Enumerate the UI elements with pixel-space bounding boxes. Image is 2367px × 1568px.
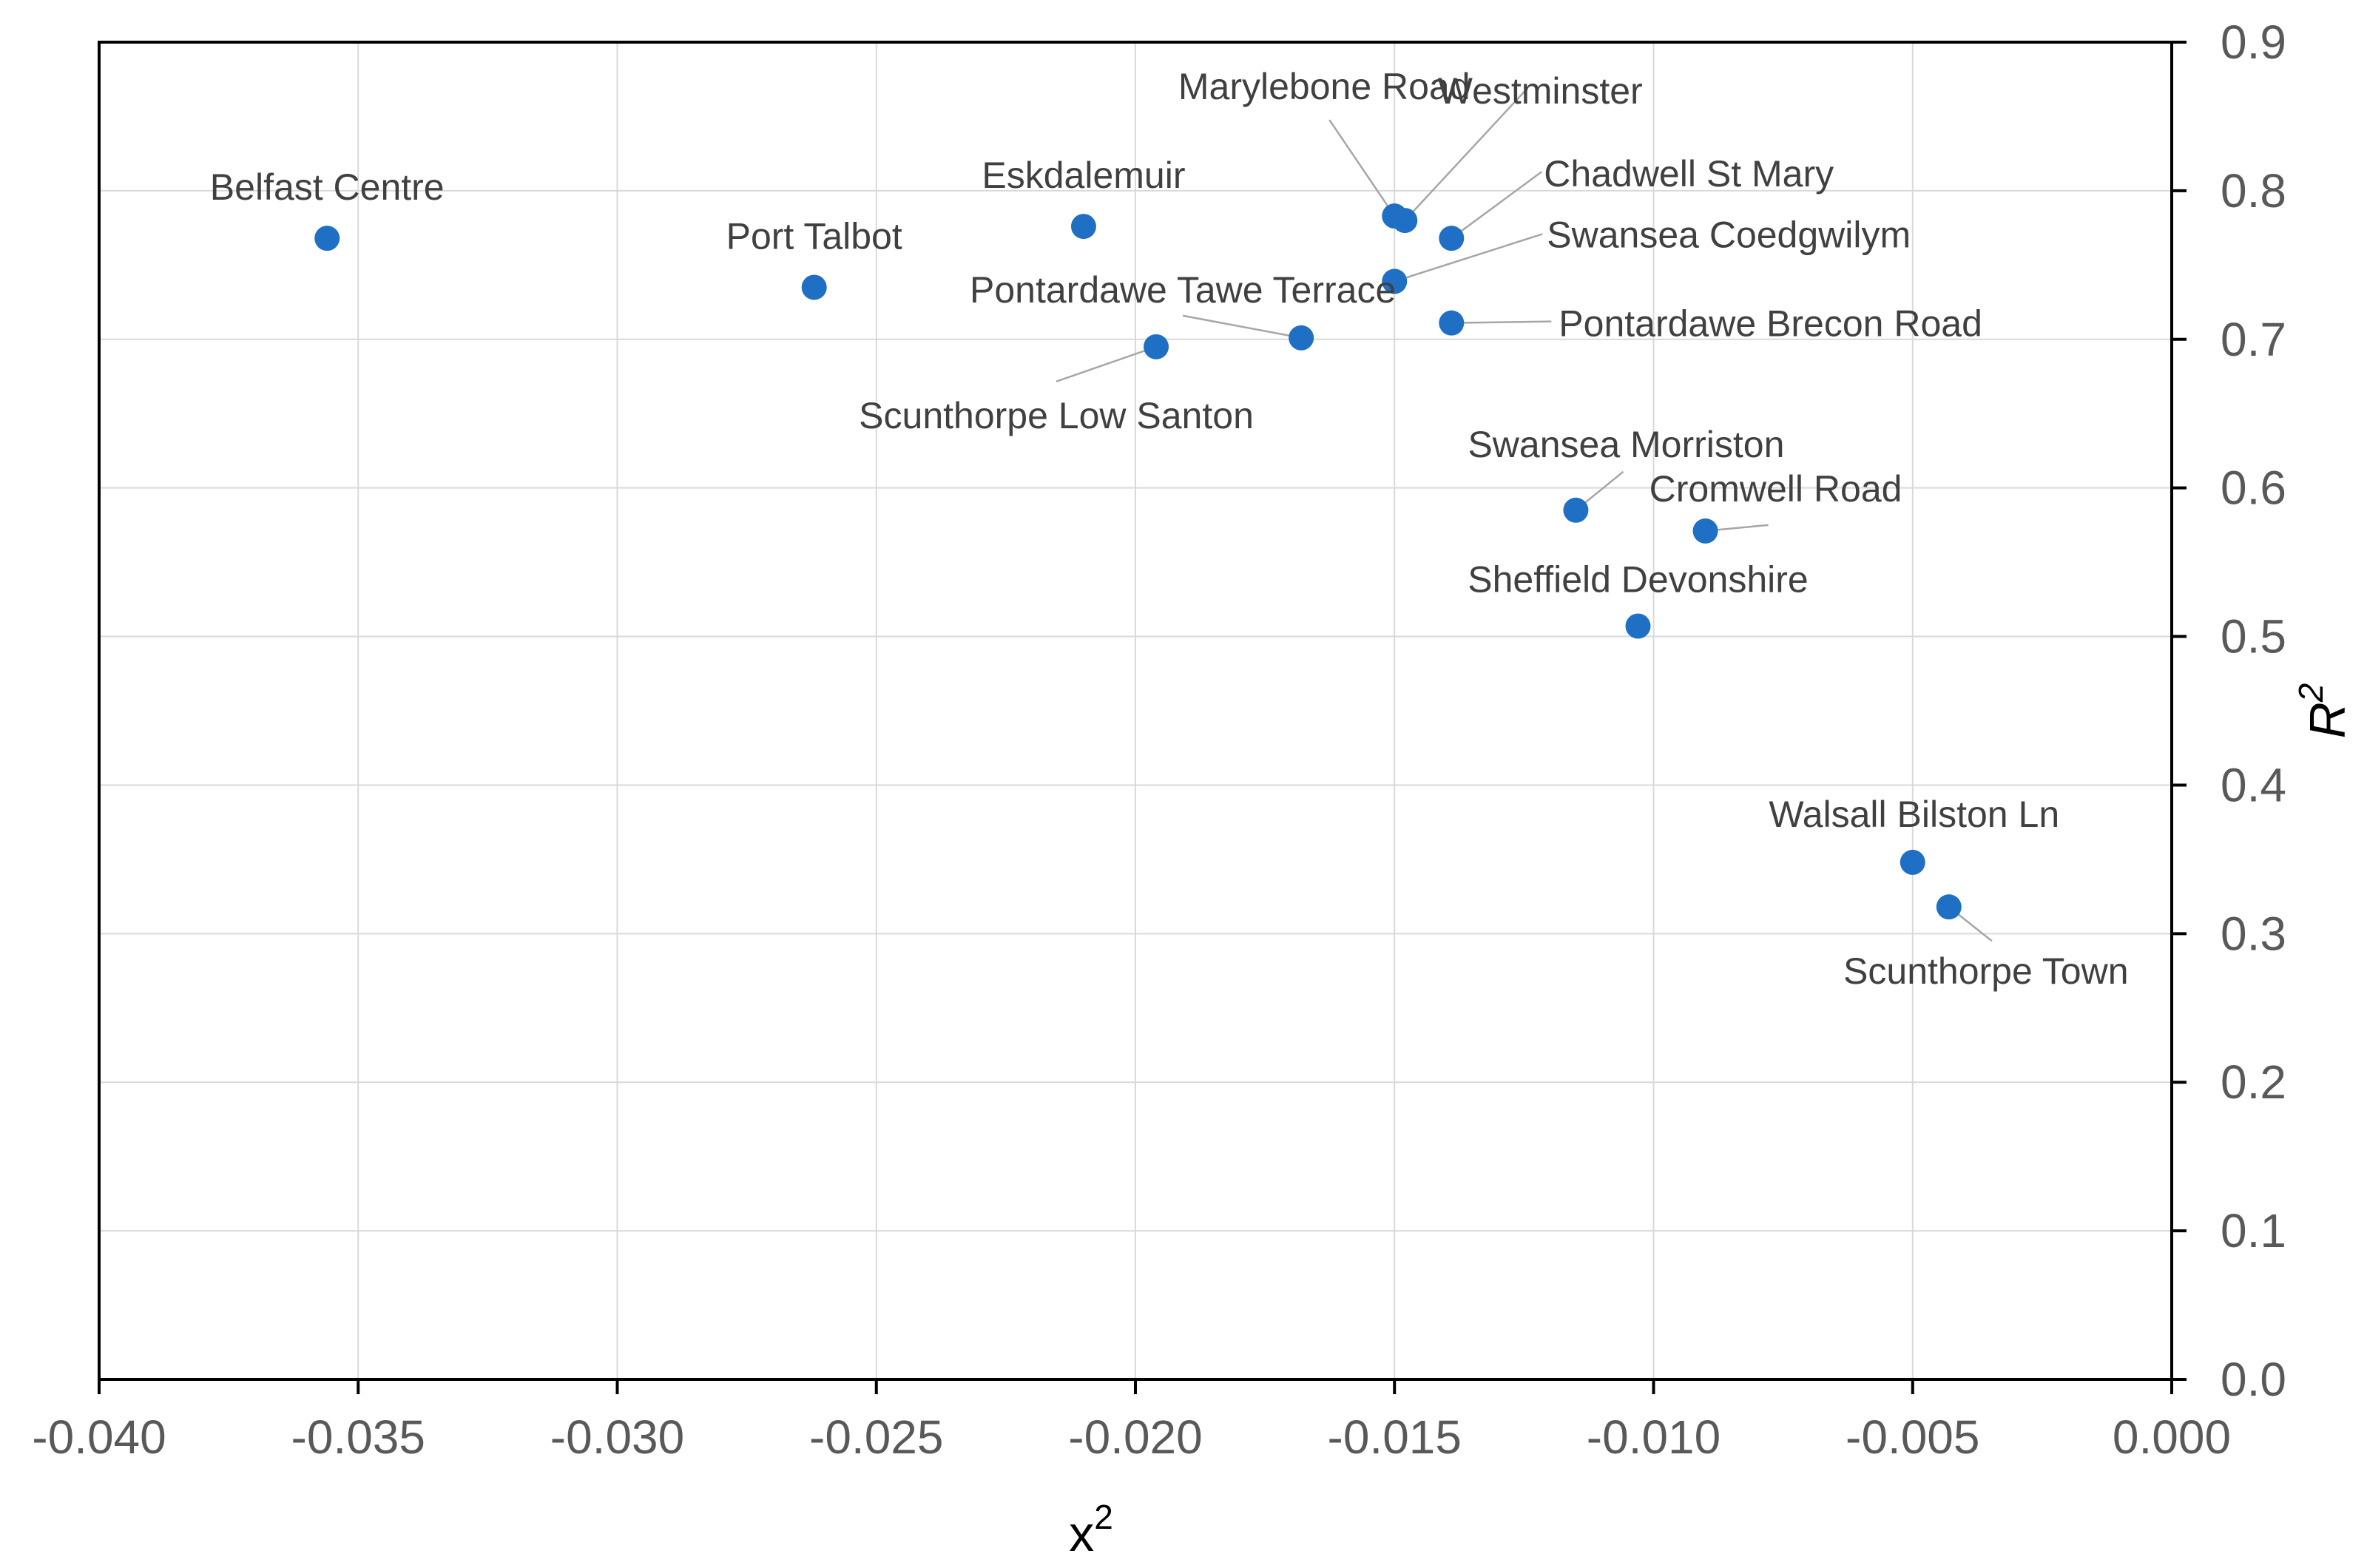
label-eskdalemuir: Eskdalemuir [982, 155, 1185, 196]
x-tick-label: -0.010 [1587, 1410, 1721, 1464]
point-scunthorpe-low-santon [1144, 334, 1169, 359]
x-tick-label: -0.015 [1328, 1410, 1462, 1464]
point-eskdalemuir [1070, 214, 1096, 240]
point-chadwell-st-mary [1439, 226, 1465, 251]
label-pontardawe-brecon-road: Pontardawe Brecon Road [1559, 303, 1982, 345]
label-cromwell-road: Cromwell Road [1650, 468, 1902, 510]
axis-ticks: -0.040 -0.035 -0.030 -0.025 -0.020 -0.015 -0.0… [32, 16, 2286, 1464]
label-sheffield-devonshire: Sheffield Devonshire [1468, 558, 1808, 600]
x-axis-title-superscript: 2 [1094, 1498, 1113, 1536]
data-points [314, 203, 1962, 920]
x-tick-label: -0.030 [550, 1410, 684, 1464]
label-walsall-bilston-ln: Walsall Bilston Ln [1769, 794, 2059, 835]
grid-lines [98, 41, 2172, 1380]
y-tick-label: 0.5 [2221, 610, 2286, 663]
label-marylebone-road: Marylebone Road [1178, 66, 1470, 107]
y-tick-label: 0.4 [2221, 758, 2286, 811]
label-chadwell-st-mary: Chadwell St Mary [1544, 153, 1834, 195]
y-tick-label: 0.8 [2221, 164, 2286, 217]
x-tick-label: -0.035 [291, 1410, 425, 1464]
x-axis-title-base: x [1069, 1506, 1094, 1562]
label-swansea-coedgwilym: Swansea Coedgwilym [1547, 214, 1911, 255]
leader-line-pontardawe-tawe-terrace [1182, 314, 1302, 339]
label-port-talbot: Port Talbot [726, 215, 902, 257]
point-swansea-morriston [1563, 497, 1589, 523]
y-tick-label: 0.0 [2221, 1353, 2286, 1406]
point-westminster [1392, 208, 1418, 234]
leader-line-westminster [1404, 88, 1528, 221]
x-tick-label: -0.005 [1846, 1410, 1979, 1464]
label-swansea-morriston: Swansea Morriston [1468, 424, 1784, 465]
x-tick-label: -0.040 [32, 1410, 166, 1464]
y-tick-label: 0.9 [2221, 16, 2286, 69]
point-belfast-centre [314, 226, 340, 251]
point-pontardawe-brecon-road [1439, 310, 1465, 336]
point-scunthorpe-town [1936, 894, 1962, 920]
label-westminster: Westminster [1438, 70, 1643, 112]
label-leader-lines [1056, 88, 1993, 942]
y-tick-label: 0.6 [2221, 462, 2286, 515]
label-scunthorpe-town: Scunthorpe Town [1843, 950, 2128, 992]
y-axis-title: R2 [2292, 683, 2356, 739]
y-tick-label: 0.1 [2221, 1204, 2286, 1257]
leader-line-marylebone-road [1328, 119, 1396, 217]
point-swansea-coedgwilym [1382, 268, 1408, 294]
y-axis-title-superscript: 2 [2292, 683, 2330, 703]
point-cromwell-road [1692, 518, 1718, 544]
y-tick-label: 0.7 [2221, 313, 2286, 366]
point-sheffield-devonshire [1625, 613, 1651, 639]
point-port-talbot [801, 274, 827, 300]
label-pontardawe-tawe-terrace: Pontardawe Tawe Terrace [970, 269, 1396, 311]
x-tick-label: -0.025 [809, 1410, 943, 1464]
x-axis-title: x2 [1069, 1498, 1113, 1562]
x-tick-label: -0.020 [1068, 1410, 1202, 1464]
y-tick-label: 0.2 [2221, 1055, 2286, 1109]
leader-line-chadwell-st-mary [1451, 171, 1543, 240]
leader-line-pontardawe-brecon-road [1451, 320, 1552, 324]
y-tick-label: 0.3 [2221, 907, 2286, 960]
label-belfast-centre: Belfast Centre [210, 166, 445, 208]
y-axis-title-base: R [2300, 702, 2356, 738]
point-walsall-bilston-ln [1900, 849, 1925, 875]
leader-line-swansea-coedgwilym [1394, 233, 1543, 283]
x-tick-label: 0.000 [2113, 1410, 2231, 1464]
data-labels: Belfast Centre Port Talbot Eskdalemuir Scun… [210, 66, 2129, 992]
label-scunthorpe-low-santon: Scunthorpe Low Santon [859, 395, 1254, 436]
leader-line-scunthorpe-low-santon [1056, 345, 1157, 383]
point-pontardawe-tawe-terrace [1289, 325, 1314, 351]
